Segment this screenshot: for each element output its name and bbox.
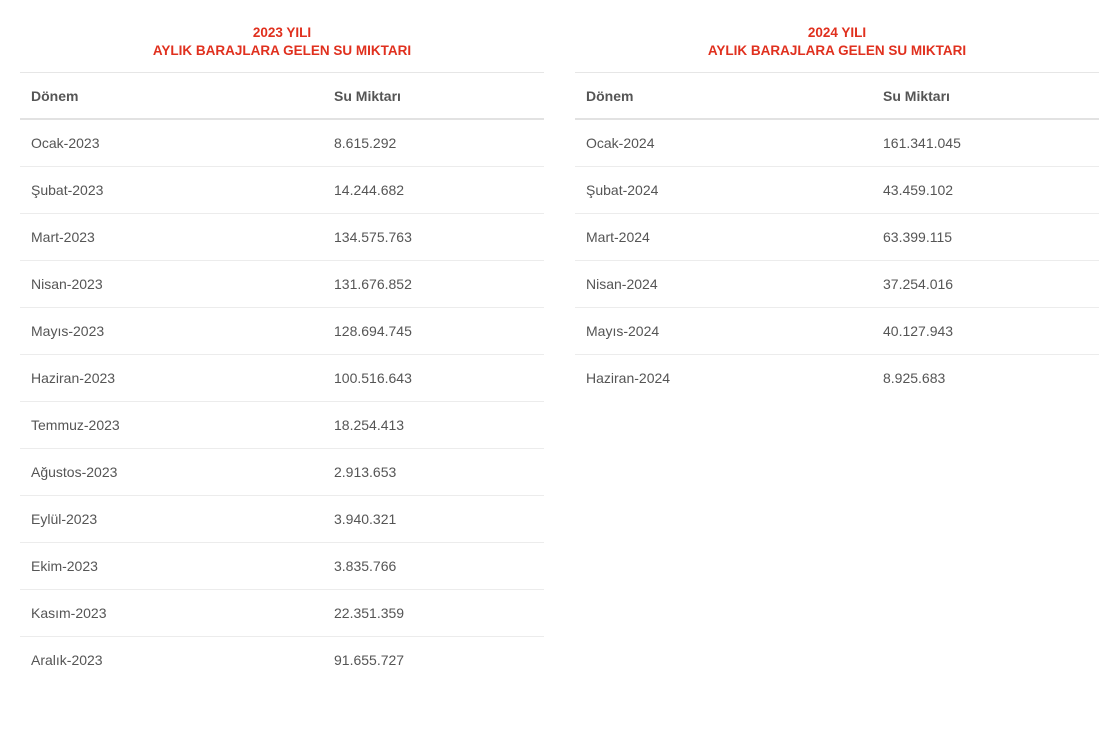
cell-amount: 37.254.016 [872, 260, 1099, 308]
table-row: Mayıs-2023 128.694.745 [20, 307, 544, 355]
cell-amount: 100.516.643 [323, 354, 544, 402]
cell-amount: 8.925.683 [883, 369, 946, 386]
cell-amount: 128.694.745 [323, 307, 544, 355]
cell-period: Mart-2024 [575, 213, 872, 261]
table-row: Ocak-2023 8.615.292 [20, 119, 544, 167]
water-table-2023: Dönem Su Miktarı Ocak-2023 8.615.292 Şuba… [20, 73, 544, 683]
title-subtitle-2024: AYLIK BARAJLARA GELEN SU MIKTARI [707, 43, 967, 58]
cell-amount: 161.341.045 [872, 119, 1099, 167]
cell-period: Mayıs-2023 [20, 307, 323, 355]
cell-period: Ocak-2024 [575, 119, 872, 167]
cell-period: Ağustos-2023 [20, 448, 323, 496]
cell-amount: 91.655.727 [334, 651, 405, 668]
cell-amount: 43.459.102 [872, 166, 1099, 214]
cell-amount: 3.835.766 [323, 542, 544, 590]
cell-amount: 3.940.321 [323, 495, 544, 543]
cell-period: Haziran-2023 [20, 354, 323, 402]
header-period: Dönem [20, 73, 323, 120]
cell-amount: 18.254.413 [323, 401, 544, 449]
header-amount: Su Miktarı [872, 73, 1099, 120]
cell-period: Ekim-2023 [20, 542, 323, 590]
cell-period: Nisan-2024 [575, 260, 872, 308]
table-row: Kasım-2023 22.351.359 [20, 589, 544, 637]
title-year-2023: 2023 YILI [252, 25, 312, 40]
table-header-row: Dönem Su Miktarı [20, 73, 544, 120]
table-row: Haziran-2023 100.516.643 [20, 354, 544, 402]
cell-period: Temmuz-2023 [20, 401, 323, 449]
title-year-2024: 2024 YILI [807, 25, 867, 40]
cell-amount: 8.615.292 [323, 119, 544, 167]
cell-period: Aralık-2023 [31, 651, 103, 668]
cell-period: Kasım-2023 [20, 589, 323, 637]
table-row: Mart-2024 63.399.115 [575, 213, 1099, 261]
cell-period: Ocak-2023 [20, 119, 323, 167]
cell-amount: 2.913.653 [323, 448, 544, 496]
title-subtitle-2023: AYLIK BARAJLARA GELEN SU MIKTARI [152, 43, 412, 58]
table-row: Nisan-2023 131.676.852 [20, 260, 544, 308]
table-row: Temmuz-2023 18.254.413 [20, 401, 544, 449]
table-row: Mart-2023 134.575.763 [20, 213, 544, 261]
cell-period: Nisan-2023 [20, 260, 323, 308]
table-row: Ekim-2023 3.835.766 [20, 542, 544, 590]
cell-amount: 134.575.763 [323, 213, 544, 261]
panel-title-2023: 2023 YILI AYLIK BARAJLARA GELEN SU MIKTA… [20, 0, 544, 73]
table-row: Nisan-2024 37.254.016 [575, 260, 1099, 308]
table-row: Mayıs-2024 40.127.943 [575, 307, 1099, 355]
cell-amount: 131.676.852 [323, 260, 544, 308]
cell-period: Mart-2023 [20, 213, 323, 261]
header-period: Dönem [575, 73, 872, 120]
table-panel-2023: 2023 YILI AYLIK BARAJLARA GELEN SU MIKTA… [20, 0, 544, 683]
cell-amount: 14.244.682 [323, 166, 544, 214]
header-amount: Su Miktarı [323, 73, 544, 120]
table-row: Ocak-2024 161.341.045 [575, 119, 1099, 167]
table-row: Aralık-2023 91.655.727 [20, 636, 544, 683]
table-panel-2024: 2024 YILI AYLIK BARAJLARA GELEN SU MIKTA… [575, 0, 1099, 401]
table-row: Ağustos-2023 2.913.653 [20, 448, 544, 496]
table-row: Şubat-2023 14.244.682 [20, 166, 544, 214]
cell-period: Şubat-2023 [20, 166, 323, 214]
cell-amount: 22.351.359 [323, 589, 544, 637]
cell-period: Şubat-2024 [575, 166, 872, 214]
table-row: Şubat-2024 43.459.102 [575, 166, 1099, 214]
cell-period: Mayıs-2024 [575, 307, 872, 355]
cell-period: Haziran-2024 [586, 369, 671, 386]
cell-period: Eylül-2023 [20, 495, 323, 543]
table-row: Eylül-2023 3.940.321 [20, 495, 544, 543]
table-row: Haziran-2024 8.925.683 [575, 354, 1099, 401]
table-header-row: Dönem Su Miktarı [575, 73, 1099, 120]
cell-amount: 40.127.943 [872, 307, 1099, 355]
water-table-2024: Dönem Su Miktarı Ocak-2024 161.341.045 Şu… [575, 73, 1099, 401]
cell-amount: 63.399.115 [872, 213, 1099, 261]
panel-title-2024: 2024 YILI AYLIK BARAJLARA GELEN SU MIKTA… [575, 0, 1099, 73]
